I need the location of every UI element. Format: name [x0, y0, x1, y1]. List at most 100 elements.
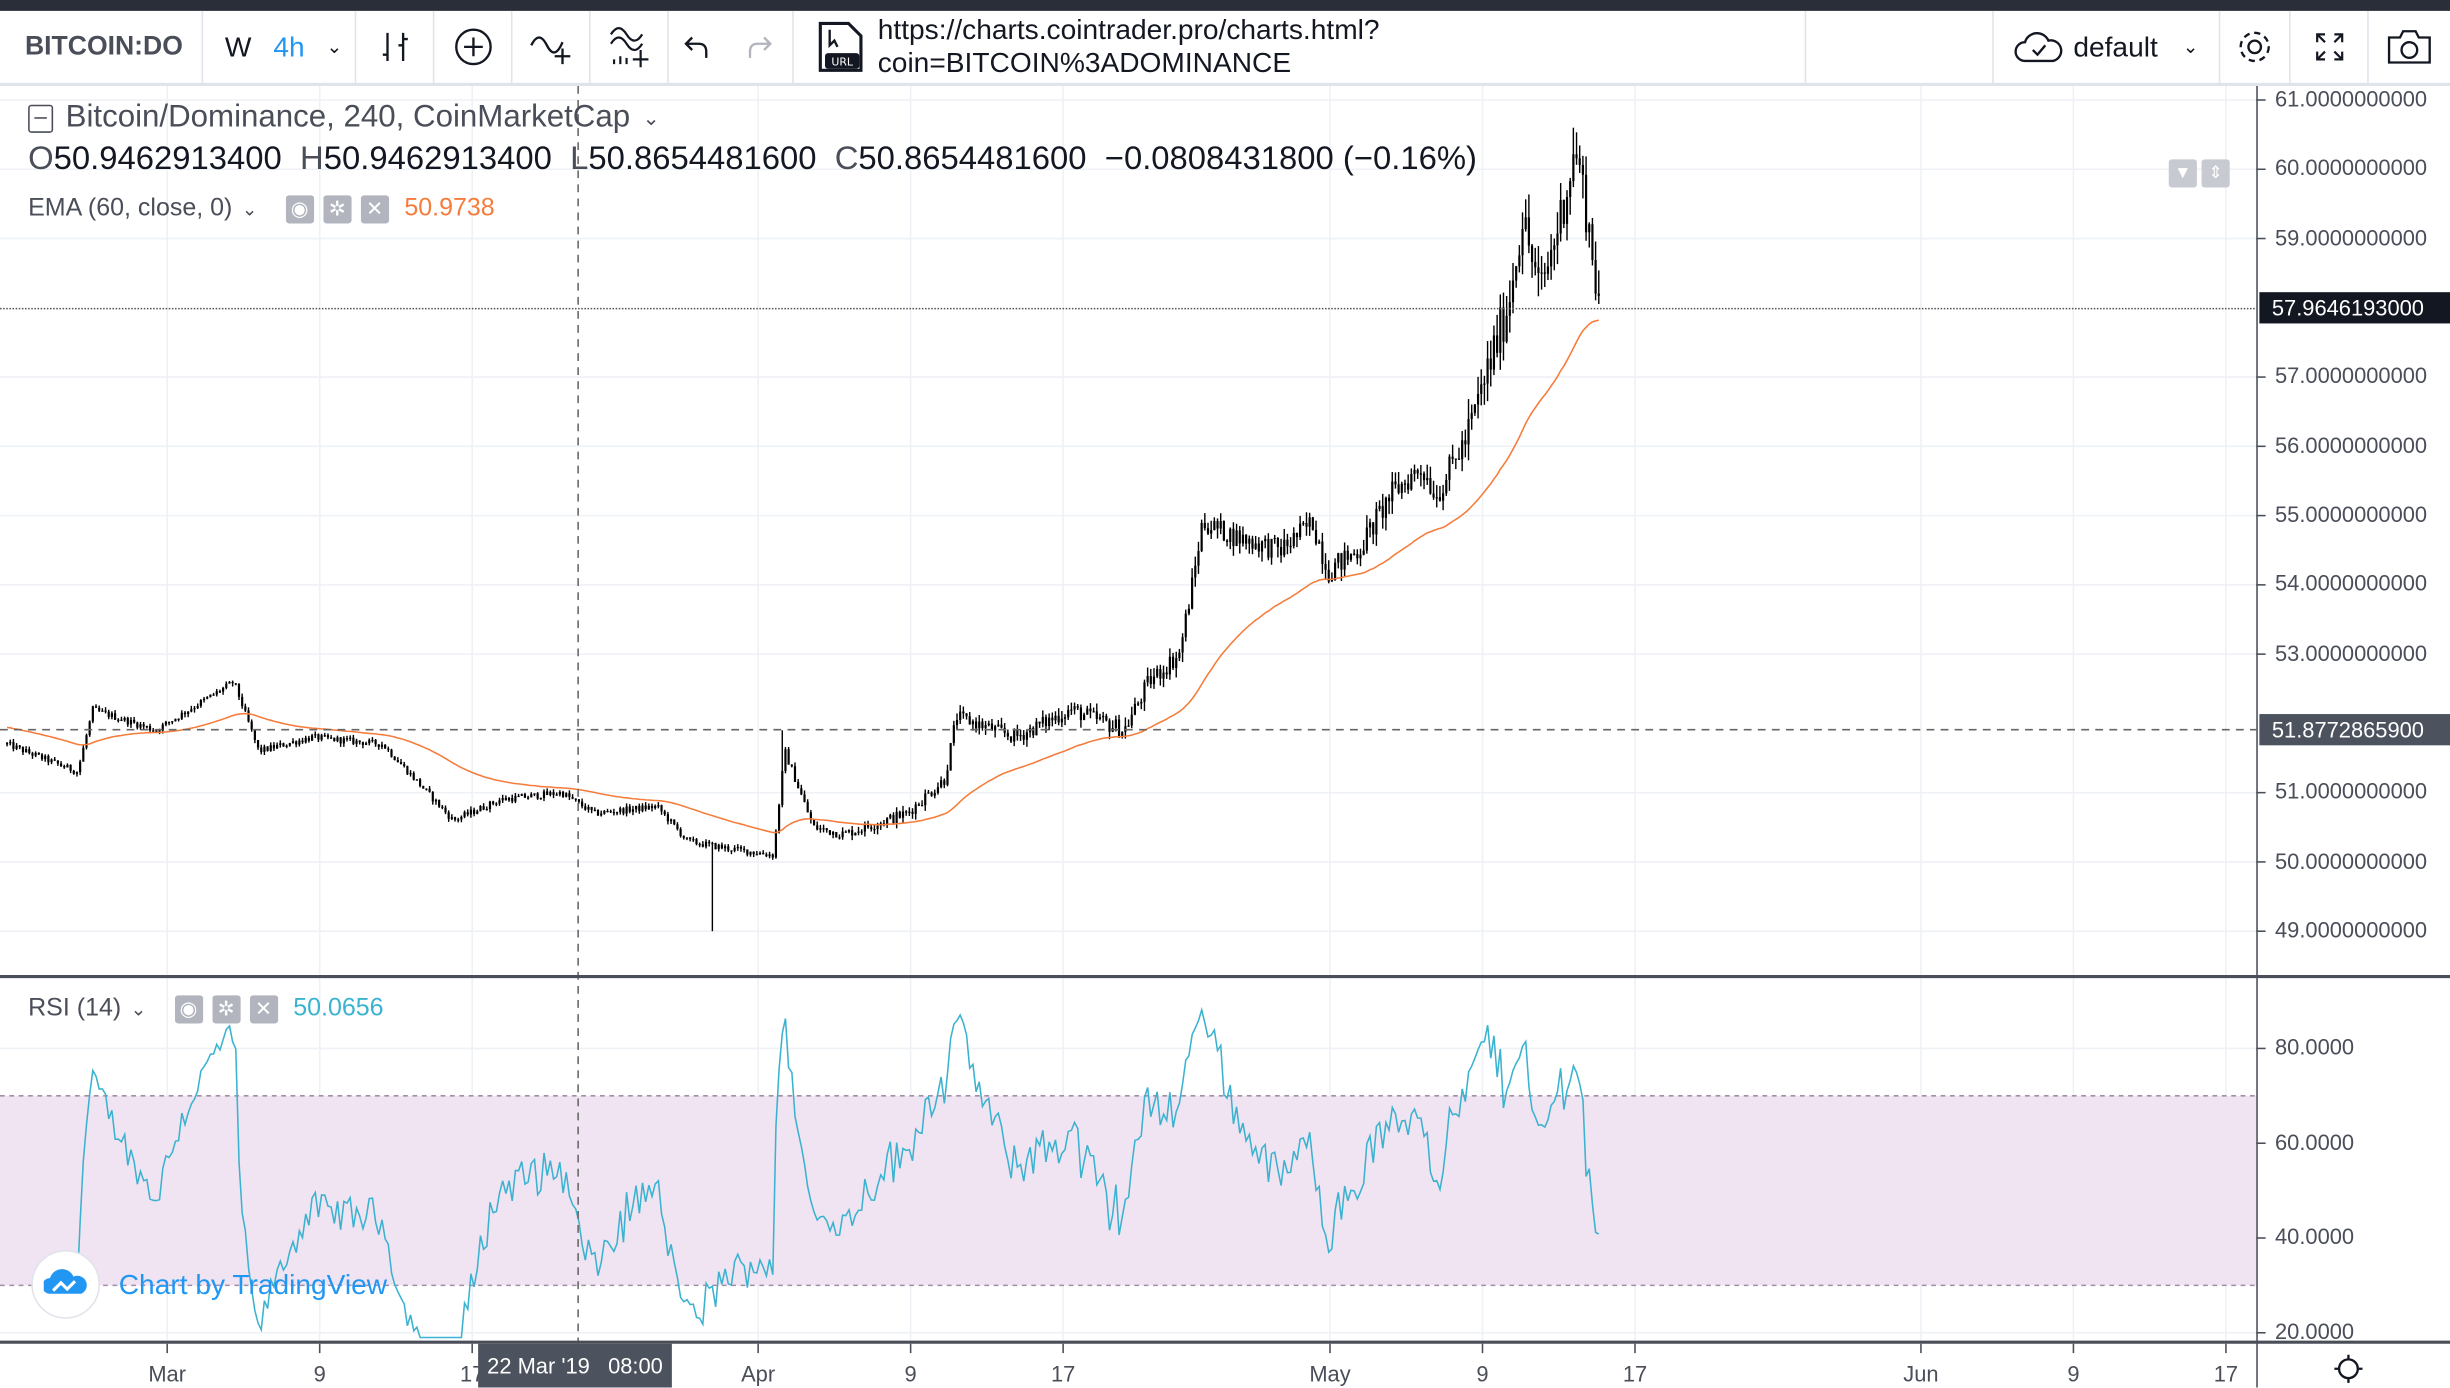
series-title[interactable]: Bitcoin/Dominance, 240, CoinMarketCap — [65, 100, 631, 135]
candle-body — [1203, 522, 1206, 529]
candle-body — [1343, 550, 1346, 570]
candle-body — [644, 805, 647, 810]
candle-body — [781, 771, 784, 805]
candle-body — [1451, 456, 1454, 459]
candle-body — [879, 823, 882, 826]
chevron-down-icon[interactable]: ⌄ — [241, 198, 258, 221]
bars-icon — [382, 32, 408, 61]
candle-body — [1584, 174, 1588, 233]
screenshot-button[interactable] — [2369, 11, 2450, 83]
candle-body — [920, 805, 924, 807]
candle-body — [736, 846, 739, 849]
gear-icon[interactable]: ✲ — [323, 195, 352, 224]
candle-body — [517, 795, 520, 798]
gear-icon[interactable]: ✲ — [211, 995, 241, 1024]
candle-body — [1556, 233, 1559, 246]
eye-icon[interactable]: ◉ — [285, 195, 314, 224]
candle-body — [371, 739, 374, 742]
candle-body — [298, 740, 301, 745]
candle-body — [1400, 483, 1403, 493]
candle-body — [1597, 293, 1600, 296]
bar-style-button[interactable] — [356, 10, 435, 83]
price-tick-label: 59.0000000000 — [2275, 224, 2428, 250]
candle-body — [695, 839, 698, 844]
template-icon — [609, 27, 648, 68]
candle-body — [727, 846, 730, 851]
candle-body — [619, 808, 622, 813]
candle-body — [460, 816, 463, 820]
crosshair-date: 22 Mar '19 — [487, 1353, 590, 1379]
candle-body — [514, 795, 517, 802]
redo-button[interactable] — [725, 10, 794, 83]
chevron-down-icon[interactable]: ⌄ — [130, 998, 147, 1021]
candle-body — [63, 766, 66, 768]
crosshair-time-label: 22 Mar '19 08:00 — [478, 1343, 672, 1388]
candle-body — [1454, 458, 1457, 460]
undo-button[interactable] — [669, 11, 725, 83]
ema-label[interactable]: EMA (60, close, 0) — [28, 195, 233, 222]
scroll-updown-icon[interactable]: ⇕ — [2201, 159, 2230, 188]
fullscreen-button[interactable] — [2291, 10, 2369, 83]
candle-body — [215, 691, 218, 695]
eye-icon[interactable]: ◉ — [174, 995, 203, 1024]
interval-weekly[interactable]: W — [224, 30, 252, 62]
candle-body — [384, 744, 387, 749]
candle-body — [803, 794, 806, 802]
price-tick-label: 61.0000000000 — [2275, 85, 2428, 111]
open-value: 50.9462913400 — [53, 140, 282, 177]
time-axis-settings-icon[interactable] — [2333, 1353, 2364, 1384]
candle-body — [860, 831, 863, 833]
candle-body — [546, 791, 549, 795]
candle-body — [962, 711, 965, 714]
layout-save-button[interactable]: default ⌄ — [1994, 10, 2221, 83]
price-tick-label: 54.0000000000 — [2275, 570, 2428, 596]
scroll-down-icon[interactable]: ▼ — [2168, 159, 2197, 188]
interval-selector[interactable]: W 4h ⌄ — [203, 10, 357, 83]
candle-body — [479, 806, 482, 812]
candle-body — [1311, 517, 1314, 530]
candle-body — [682, 836, 685, 838]
rsi-label[interactable]: RSI (14) — [28, 995, 122, 1022]
compare-button[interactable] — [434, 10, 513, 83]
candle-body — [152, 730, 155, 732]
candle-body — [164, 721, 168, 725]
candle-body — [1508, 302, 1511, 316]
templates-button[interactable] — [591, 10, 669, 83]
candle-body — [1546, 266, 1550, 274]
candle-body — [1219, 520, 1222, 529]
candle-body — [898, 811, 901, 818]
symbol-search-button[interactable]: BITCOIN:DO — [0, 10, 204, 83]
candle-body — [428, 788, 431, 792]
candle-body — [25, 749, 28, 753]
candle-body — [863, 823, 866, 832]
collapse-legend-icon[interactable] — [28, 103, 54, 133]
candle-body — [412, 773, 415, 780]
candle-body — [1159, 668, 1162, 679]
chevron-down-icon[interactable]: ⌄ — [642, 105, 660, 129]
candle-body — [174, 718, 177, 722]
candle-body — [666, 814, 669, 822]
candle-body — [317, 734, 320, 740]
candle-body — [422, 785, 425, 789]
candle-body — [1140, 701, 1143, 704]
candle-body — [1184, 613, 1187, 638]
candle-body — [1340, 553, 1343, 570]
tradingview-watermark[interactable]: Chart by TradingView — [31, 1250, 387, 1319]
toolbar: BITCOIN:DO W 4h ⌄ URL https://charts.coi… — [0, 10, 2450, 86]
ohlc-values: O50.9462913400 H50.9462913400 L50.865448… — [28, 141, 1477, 179]
candle-body — [288, 743, 291, 746]
indicators-button[interactable] — [513, 10, 591, 83]
close-icon[interactable]: ✕ — [249, 995, 278, 1024]
candle-body — [733, 847, 736, 851]
chevron-down-icon[interactable]: ⌄ — [326, 35, 343, 58]
close-icon[interactable]: ✕ — [360, 195, 389, 224]
settings-button[interactable] — [2220, 10, 2291, 83]
candle-body — [1165, 672, 1168, 675]
candle-body — [870, 827, 873, 830]
url-snapshot-button[interactable]: URL https://charts.cointrader.pro/charts… — [794, 10, 1807, 83]
candle-body — [816, 825, 819, 830]
candle-body — [434, 799, 438, 802]
candle-body — [1375, 508, 1378, 535]
candle-body — [409, 773, 412, 775]
interval-4h[interactable]: 4h — [273, 30, 305, 62]
